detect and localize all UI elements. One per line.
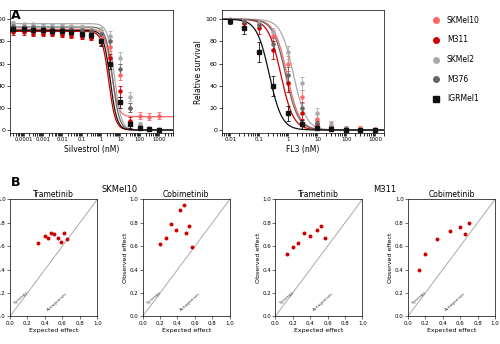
X-axis label: Expected effect: Expected effect — [162, 329, 211, 333]
Point — [294, 240, 302, 245]
X-axis label: Expected effect: Expected effect — [426, 329, 476, 333]
Point — [300, 230, 308, 236]
Point — [182, 230, 190, 236]
Text: Antagonism: Antagonism — [179, 291, 201, 312]
X-axis label: Expected effect: Expected effect — [29, 329, 78, 333]
Point — [180, 203, 188, 208]
Text: IGRMel1: IGRMel1 — [447, 94, 478, 104]
X-axis label: Silvestrol (nM): Silvestrol (nM) — [64, 145, 119, 154]
X-axis label: Expected effect: Expected effect — [294, 329, 344, 333]
Point — [50, 232, 58, 237]
Y-axis label: Relative survival: Relative survival — [194, 40, 203, 104]
Title: Trametinib: Trametinib — [33, 190, 74, 198]
Point — [54, 235, 62, 241]
Text: M376: M376 — [447, 75, 468, 84]
Point — [34, 240, 42, 245]
Point — [465, 220, 473, 226]
Text: Synergy: Synergy — [146, 290, 162, 305]
Title: Cobimetinib: Cobimetinib — [428, 190, 474, 198]
Title: Trametinib: Trametinib — [298, 190, 339, 198]
Point — [421, 252, 429, 257]
Point — [168, 221, 175, 227]
Y-axis label: Observed effect: Observed effect — [256, 233, 261, 283]
Point — [462, 232, 469, 237]
Point — [41, 233, 49, 238]
Text: Antagonism: Antagonism — [312, 291, 334, 312]
Point — [306, 233, 314, 238]
Text: M311: M311 — [374, 185, 396, 194]
Text: SKMel10: SKMel10 — [102, 185, 138, 194]
Text: Antagonism: Antagonism — [46, 291, 68, 312]
Point — [188, 245, 196, 250]
Point — [176, 207, 184, 213]
Point — [47, 230, 55, 236]
Y-axis label: Observed effect: Observed effect — [388, 233, 394, 283]
Text: A: A — [11, 9, 20, 22]
Point — [162, 235, 170, 241]
Point — [282, 252, 290, 257]
Point — [60, 230, 68, 236]
Text: B: B — [11, 176, 20, 189]
Point — [432, 236, 440, 242]
Point — [156, 241, 164, 247]
Point — [321, 235, 329, 241]
Title: Cobimetinib: Cobimetinib — [163, 190, 210, 198]
Text: SKMel2: SKMel2 — [447, 55, 475, 64]
Point — [62, 236, 70, 242]
Point — [456, 225, 464, 230]
Point — [415, 267, 423, 272]
Y-axis label: Observed effect: Observed effect — [124, 233, 128, 283]
Point — [313, 227, 321, 233]
Text: Synergy: Synergy — [278, 290, 294, 305]
X-axis label: FL3 (nM): FL3 (nM) — [286, 145, 320, 154]
Point — [56, 239, 64, 244]
Point — [288, 245, 296, 250]
Point — [185, 224, 193, 229]
Point — [172, 227, 179, 233]
Text: Synergy: Synergy — [412, 290, 428, 305]
Text: SKMel10: SKMel10 — [447, 16, 480, 25]
Text: Synergy: Synergy — [14, 290, 30, 305]
Text: M311: M311 — [447, 35, 468, 44]
Point — [318, 224, 326, 229]
Text: Antagonism: Antagonism — [444, 291, 466, 312]
Point — [44, 235, 52, 241]
Point — [446, 228, 454, 234]
